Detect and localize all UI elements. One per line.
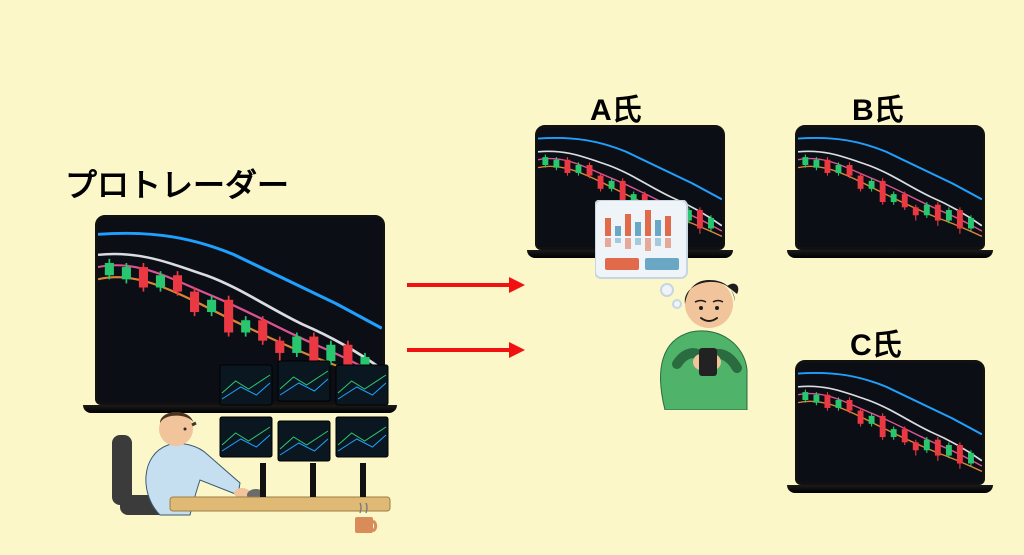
label-b: B氏 — [852, 85, 904, 129]
label-c: C氏 — [850, 320, 902, 364]
label-a: A氏 — [590, 85, 642, 129]
label-pro: プロトレーダー — [65, 160, 289, 206]
arrow-2 — [405, 338, 525, 362]
laptop-c — [795, 360, 985, 485]
phone-user-illustration — [595, 200, 755, 410]
laptop-b — [795, 125, 985, 250]
arrow-1 — [405, 273, 525, 297]
pro-trader-illustration — [110, 345, 400, 545]
